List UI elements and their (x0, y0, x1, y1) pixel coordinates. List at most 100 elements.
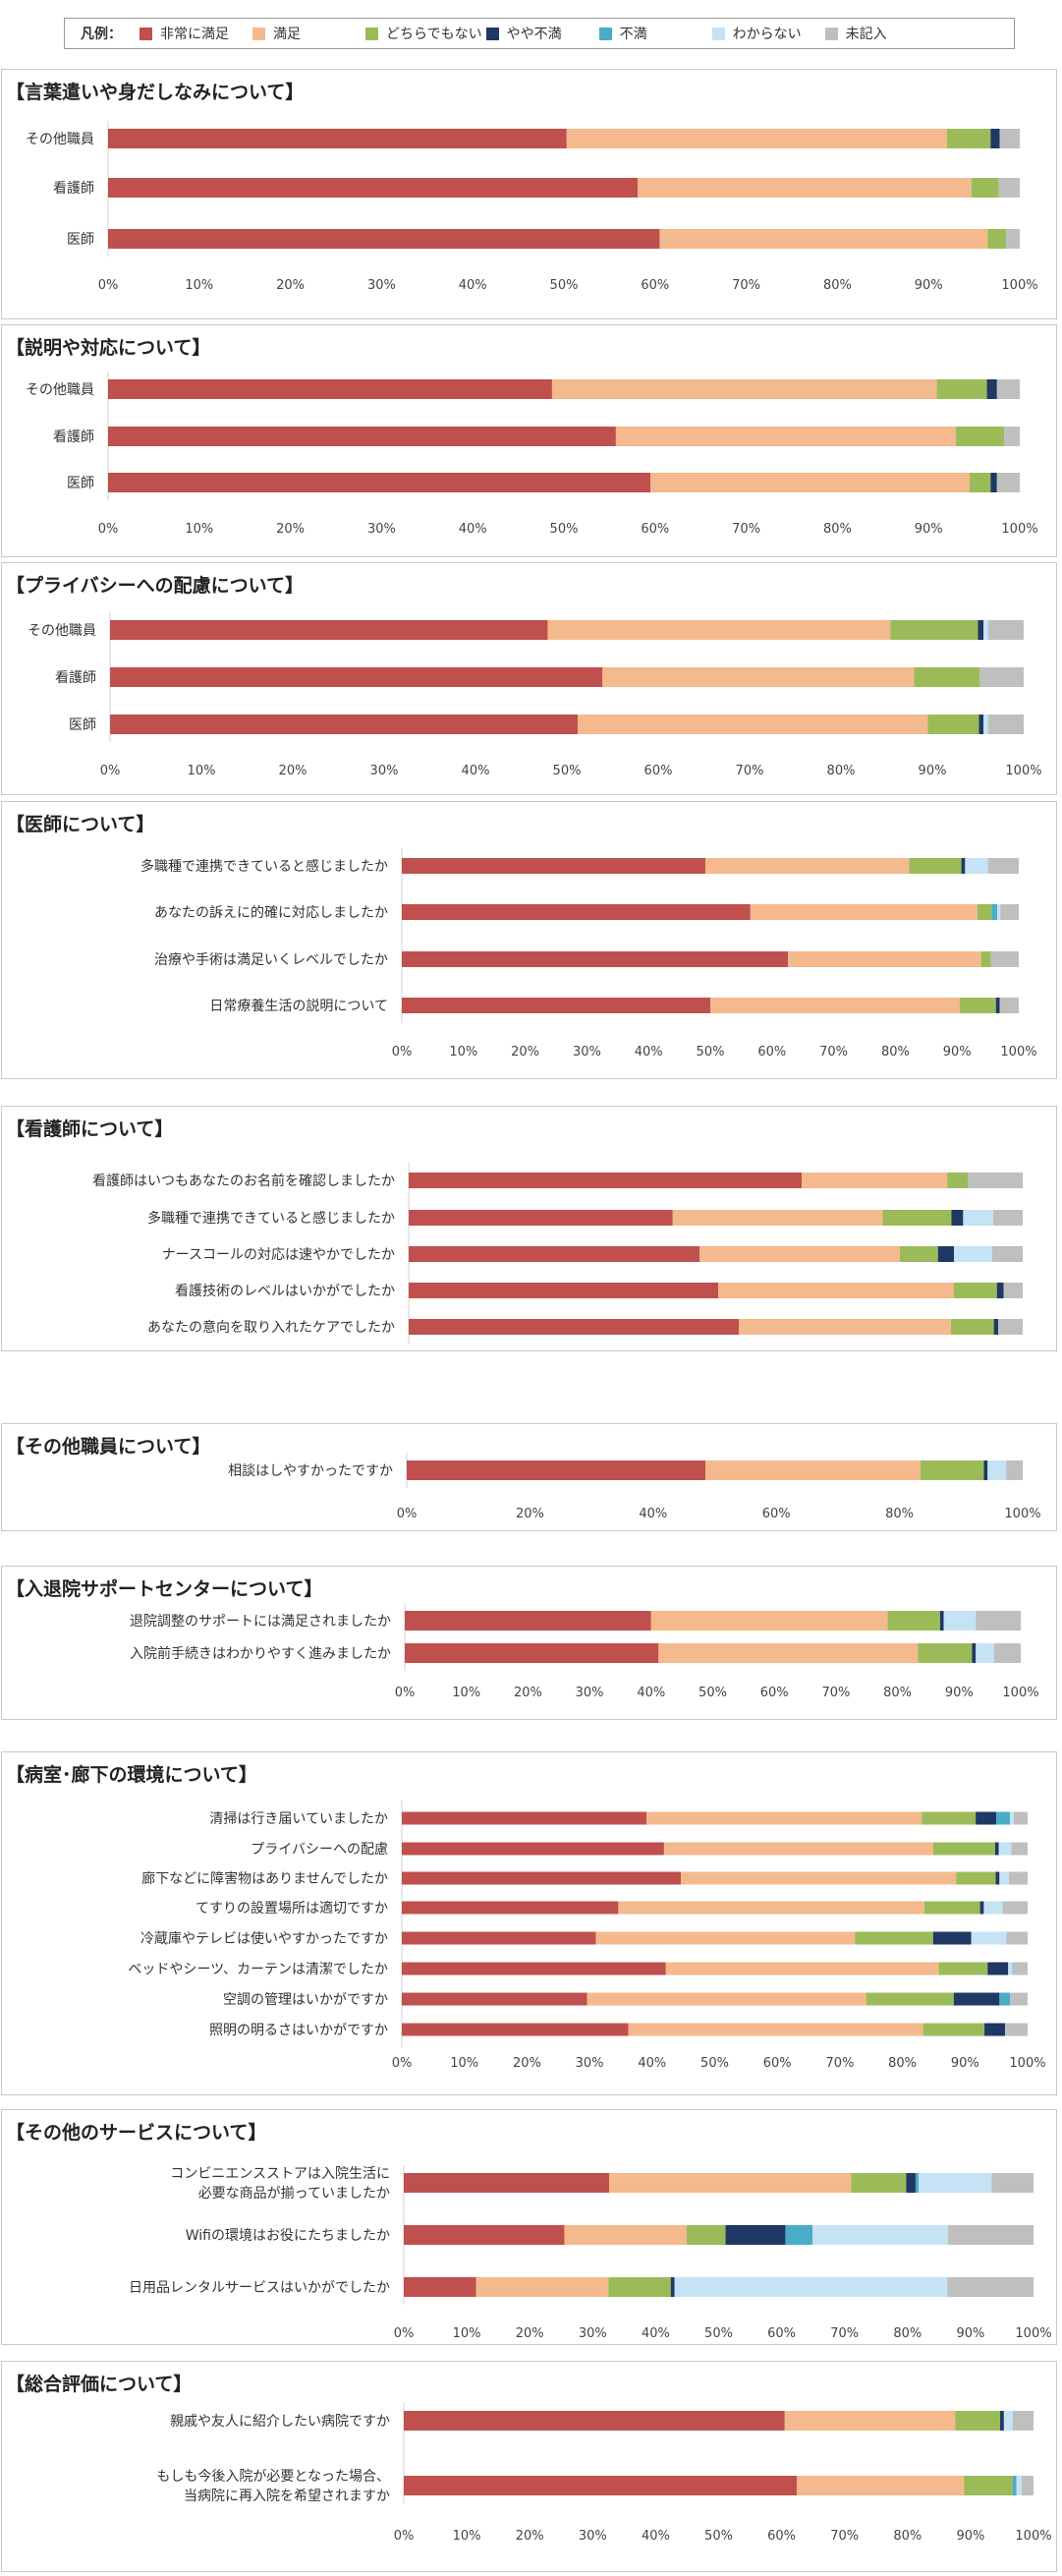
category-label: 多職種で連携できていると感じましたか (140, 858, 388, 875)
stacked-bar-chart: 0% 10% 20% 30% 40% 50% 60% 70% 80% 90% 100% 親戚や友人に紹… (156, 2403, 1052, 2544)
bar-segment (402, 998, 710, 1013)
legend-swatch (824, 27, 838, 40)
bar-segment (979, 667, 1024, 687)
x-tick-label: 0% (100, 764, 121, 778)
bar-segment (802, 1173, 948, 1188)
legend-item: やや不満 (485, 24, 595, 43)
x-tick-label: 70% (736, 764, 764, 778)
x-tick-label: 90% (919, 764, 947, 778)
bar-segment (1010, 1992, 1028, 2006)
x-tick-label: 40% (635, 1045, 663, 1059)
bar-segment (954, 1283, 997, 1298)
bar-segment (936, 379, 987, 399)
bar-segment (999, 129, 1020, 148)
x-tick-label: 30% (370, 764, 399, 778)
x-tick-label: 0% (395, 1686, 416, 1700)
bar-segment (409, 1210, 673, 1226)
chart-panel: 【病室･廊下の環境について】 0% 10% 20% 30% 40% 50% 60% 70% 80%… (1, 1751, 1057, 2095)
bar-segment (987, 229, 1007, 249)
bar-segment (402, 2023, 629, 2036)
stacked-bar-chart: 0% 10% 20% 30% 40% 50% 60% 70% 80% 90% 100% その他職員看護… (26, 121, 1038, 293)
category-label: 日常療養生活の説明について (209, 998, 388, 1014)
bar-segment (618, 1901, 924, 1915)
bar-segment (955, 2411, 1001, 2431)
bar-segment (971, 178, 999, 198)
legend-swatch (252, 27, 265, 40)
bar-segment (1012, 2411, 1034, 2431)
x-tick-label: 80% (881, 1045, 910, 1059)
category-label: 看護師 (55, 670, 96, 686)
x-tick-label: 90% (943, 1045, 972, 1059)
x-tick-label: 10% (452, 1686, 480, 1700)
bar-segment (923, 1901, 980, 1915)
bar-segment (409, 1173, 802, 1188)
category-label: 多職種で連携できていると感じましたか (147, 1210, 395, 1227)
x-tick-label: 10% (185, 522, 213, 537)
chart-title: 【言葉遣いや身だしなみについて】 (6, 82, 305, 103)
bar-segment (991, 2173, 1034, 2193)
x-tick-label: 90% (956, 2326, 984, 2341)
bar-segment (969, 473, 991, 492)
bar-segment (1006, 1931, 1028, 1945)
bar-segment (670, 2277, 675, 2297)
legend-item: 非常に満足 (140, 24, 249, 43)
bar-segment (608, 2277, 671, 2297)
bar-segment (402, 951, 789, 967)
legend-item: わからない (711, 24, 821, 43)
x-tick-label: 10% (453, 2529, 481, 2544)
x-tick-label: 100% (1000, 1045, 1036, 1059)
bar-segment (1013, 1811, 1028, 1825)
chart-panel: 【プライバシーへの配慮について】 0% 10% 20% 30% 40% 50% 60% 70% 8… (1, 562, 1057, 795)
x-tick-label: 70% (819, 1045, 848, 1059)
bar-segment (638, 178, 972, 198)
stacked-bar-chart: 0% 10% 20% 30% 40% 50% 60% 70% 80% 90% 100% 清掃は行き届い… (128, 1801, 1046, 2071)
bar-segment (998, 1319, 1023, 1335)
bar-segment (1003, 2411, 1013, 2431)
bar-segment (663, 1842, 933, 1856)
x-tick-label: 40% (639, 1507, 667, 1521)
bar-segment (110, 620, 548, 640)
x-tick-label: 90% (956, 2529, 984, 2544)
category-label: Wifiの環境はお役にたちましたか (186, 2228, 390, 2244)
chart-panel: 【その他のサービスについて】 0% 10% 20% 30% 40% 50% 60% 70% 80%… (1, 2109, 1057, 2345)
x-tick-label: 0% (98, 278, 119, 293)
x-tick-label: 0% (394, 2529, 415, 2544)
x-tick-label: 70% (732, 522, 760, 537)
bar-segment (920, 1460, 984, 1480)
chart-title: 【プライバシーへの配慮について】 (6, 575, 305, 597)
x-tick-label: 100% (1009, 2056, 1045, 2071)
bar-segment (890, 620, 978, 640)
bar-segment (983, 1460, 988, 1480)
x-tick-label: 90% (915, 522, 943, 537)
bar-segment (699, 1246, 900, 1262)
stacked-bar-chart: 0%20%40%60%80%100%看護師はいつもあなたのお名前を確認しましたか… (92, 1163, 1023, 1345)
category-label: 冷蔵庫やテレビは使いやすかったですか (140, 1930, 388, 1947)
bar-segment (1000, 904, 1019, 920)
x-tick-label: 10% (188, 764, 216, 778)
bar-segment (998, 178, 1020, 198)
legend-label: 満足 (273, 27, 301, 42)
bar-segment (964, 2476, 1013, 2495)
stacked-bar-chart: 0% 10% 20% 30% 40% 50% 60% 70% 80% 90% 100% その他職員看護… (28, 612, 1042, 778)
bar-segment (650, 473, 970, 492)
bar-segment (725, 2225, 786, 2245)
bar-segment (615, 427, 957, 446)
bar-segment (987, 1962, 1009, 1975)
category-label: 空調の管理はいかがですか (223, 1992, 388, 2008)
bar-segment (959, 998, 996, 1013)
x-tick-label: 10% (453, 2326, 481, 2341)
bar-segment (705, 1460, 921, 1480)
bar-segment (578, 715, 928, 734)
bar-segment (991, 904, 998, 920)
legend-label: どちらでもない (386, 27, 482, 42)
bar-segment (646, 1811, 922, 1825)
bar-segment (658, 1643, 919, 1663)
bar-segment (564, 2225, 687, 2245)
x-tick-label: 20% (513, 2056, 541, 2071)
x-tick-label: 60% (644, 764, 673, 778)
bar-segment (938, 1962, 988, 1975)
x-tick-label: 50% (697, 1045, 725, 1059)
bar-segment (402, 1931, 596, 1945)
x-tick-label: 0% (394, 2326, 415, 2341)
category-label: 廊下などに障害物はありませんでしたか (141, 1870, 388, 1887)
